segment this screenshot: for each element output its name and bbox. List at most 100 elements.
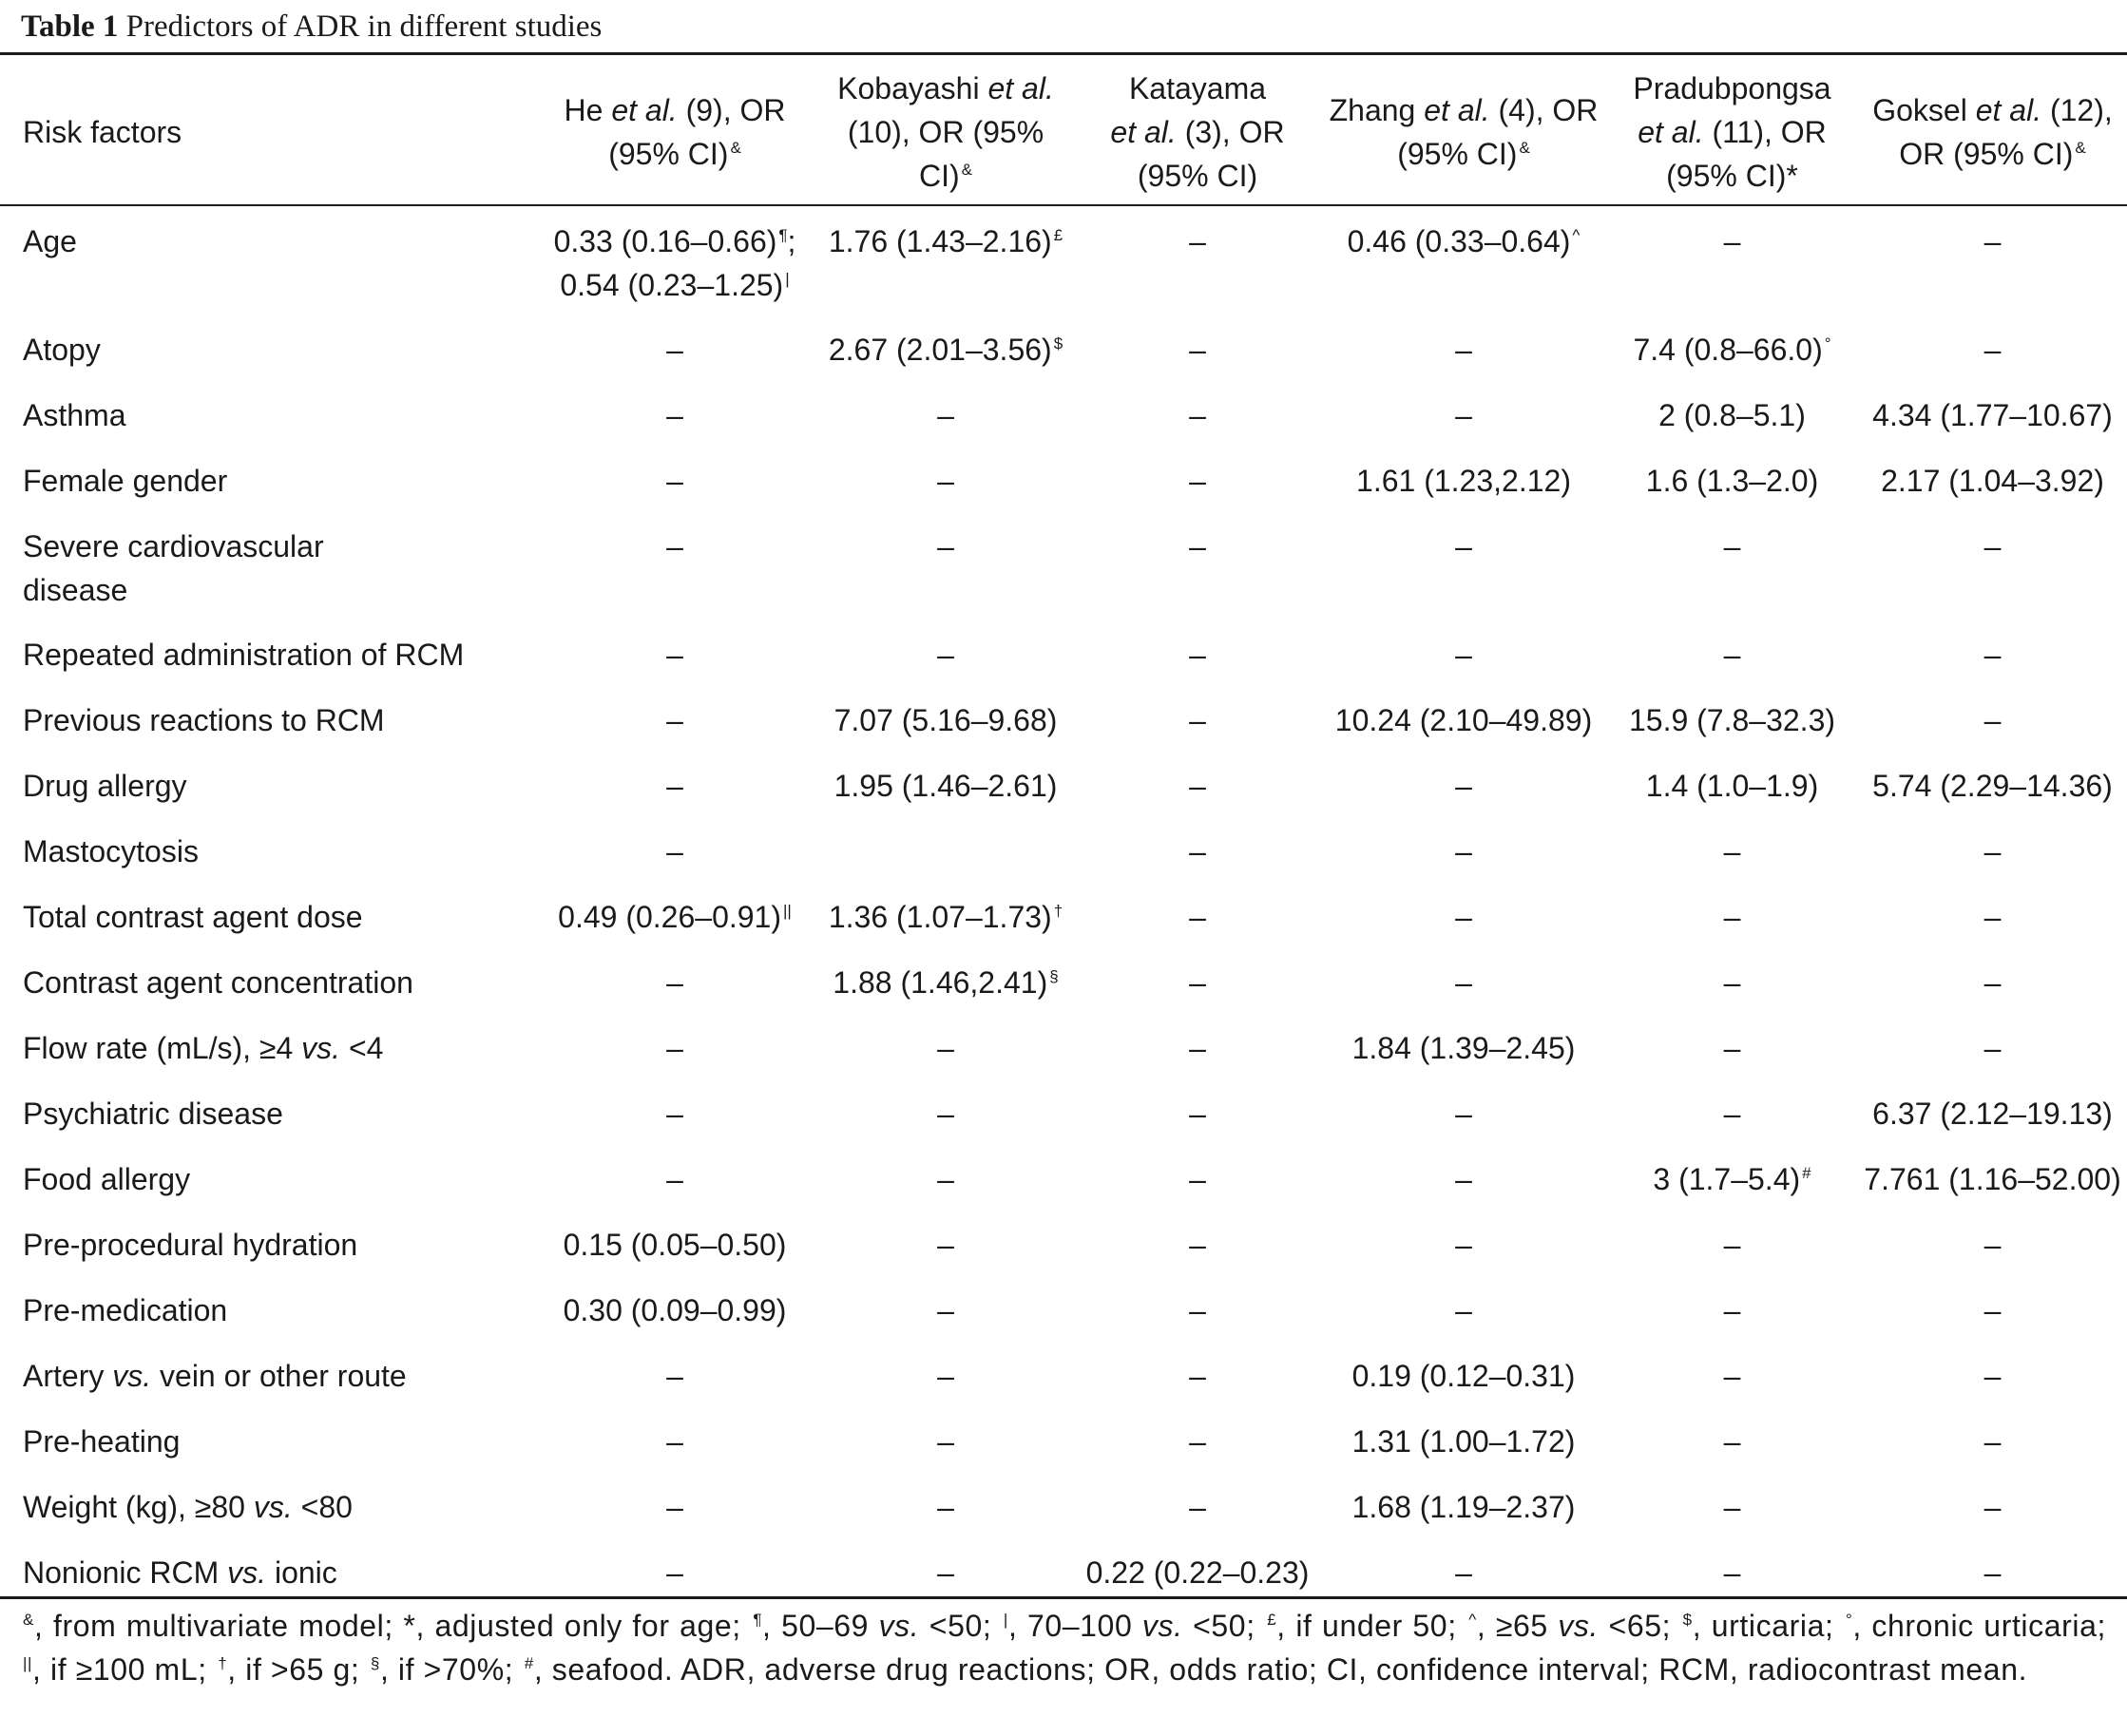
footnote-mark: † bbox=[218, 1654, 228, 1672]
cell-katayama: – bbox=[1189, 965, 1206, 1000]
header-text: et al. bbox=[1638, 114, 1704, 149]
cell-goksel: – bbox=[1983, 1424, 2002, 1459]
header-text: et al. bbox=[987, 70, 1054, 105]
footnote-text: , 70–100 bbox=[1007, 1609, 1142, 1643]
cell-goksel: 4.34 (1.77–10.67) bbox=[1872, 398, 2113, 432]
row-label: Atopy bbox=[23, 333, 101, 367]
cell-goksel: 2.17 (1.04–3.92) bbox=[1881, 464, 2104, 498]
header-text: (9), OR bbox=[677, 92, 786, 127]
table-caption: Table 1 Predictors of ADR in different s… bbox=[21, 8, 602, 46]
footnote-mark: † bbox=[1053, 902, 1064, 920]
footnote-mark: | bbox=[785, 270, 790, 288]
footnote-text: <65; bbox=[1599, 1609, 1681, 1643]
row-label-text: ionic bbox=[266, 1555, 337, 1590]
cell-katayama: – bbox=[1189, 1097, 1206, 1131]
table-header: Risk factors He et al. (9), OR (95% CI) &… bbox=[0, 59, 2127, 219]
cell-zhang: – bbox=[1455, 529, 1472, 563]
cell-he: 0.49 (0.26–0.91) || bbox=[532, 895, 817, 961]
header-text: et al. bbox=[1424, 92, 1490, 127]
row-label-text: <4 bbox=[340, 1031, 384, 1065]
header-text: (95% CI) bbox=[1137, 158, 1258, 193]
cell-katayama: – bbox=[1189, 1424, 1206, 1459]
cell-zhang: – bbox=[1455, 900, 1472, 934]
header-text: (4), OR bbox=[1489, 92, 1599, 127]
cell-katayama: – bbox=[1189, 1293, 1206, 1327]
cell-pradubpongsa: – bbox=[1723, 1228, 1741, 1262]
cell-pradubpongsa: 15.9 (7.8–32.3) bbox=[1628, 703, 1836, 737]
cell-kobayashi: 2.67 (2.01–3.56) $ bbox=[817, 328, 1074, 393]
cell-zhang: 1.84 (1.39–2.45) bbox=[1351, 1031, 1576, 1065]
cell-katayama: – bbox=[1189, 1162, 1206, 1196]
cell-goksel: – bbox=[1983, 333, 2002, 367]
table-title: Predictors of ADR in different studies bbox=[125, 10, 603, 44]
footnote-text: , 50–69 bbox=[762, 1609, 879, 1643]
cell-value: ; bbox=[787, 224, 796, 258]
header-kobayashi: Kobayashi et al. (10), OR (95% CI) & bbox=[817, 59, 1074, 204]
cell-zhang: – bbox=[1455, 834, 1472, 868]
cell-zhang: 0.19 (0.12–0.31) bbox=[1351, 1359, 1576, 1393]
row-label-text: Severe cardiovascular disease bbox=[23, 529, 324, 607]
cell-kobayashi bbox=[817, 830, 1074, 895]
header-text: Katayama bbox=[1128, 70, 1267, 105]
cell-katayama: – bbox=[1189, 224, 1206, 258]
cell-goksel: 6.37 (2.12–19.13) bbox=[1872, 1097, 2113, 1131]
table-row: Mastocytosis – – – – – bbox=[0, 830, 2127, 895]
row-label: Flow rate (mL/s), ≥4 vs. <4 bbox=[0, 1026, 532, 1092]
cell-goksel: – bbox=[1983, 1490, 2002, 1524]
table-row: Psychiatric disease – – – – – 6.37 (2.12… bbox=[0, 1092, 2127, 1157]
cell-he: 0.33 (0.16–0.66) ¶; 0.54 (0.23–1.25) | bbox=[532, 219, 817, 328]
header-text: (11), OR bbox=[1703, 114, 1827, 149]
footnote-mark: & bbox=[23, 1611, 34, 1629]
row-label: Age bbox=[23, 224, 77, 258]
footnote-text: vs. bbox=[1558, 1609, 1600, 1643]
cell-he: – bbox=[666, 1031, 683, 1065]
header-text: (95% CI)* bbox=[1666, 158, 1798, 193]
cell-he: 0.15 (0.05–0.50) bbox=[563, 1228, 787, 1262]
row-label-text: <80 bbox=[292, 1490, 353, 1524]
table-row: Pre-procedural hydration 0.15 (0.05–0.50… bbox=[0, 1223, 2127, 1288]
header-text: (10), OR (95% CI) bbox=[847, 114, 1044, 193]
cell-pradubpongsa: 3 (1.7–5.4) # bbox=[1606, 1157, 1858, 1223]
footnote-mark: ¶ bbox=[778, 226, 788, 244]
cell-pradubpongsa: – bbox=[1723, 834, 1741, 868]
cell-pradubpongsa: – bbox=[1723, 1555, 1741, 1590]
footnote-mark: & bbox=[961, 160, 972, 179]
cell-goksel: 5.74 (2.29–14.36) bbox=[1872, 769, 2113, 803]
footnote-text: , urticaria; bbox=[1692, 1609, 1844, 1643]
row-label: Mastocytosis bbox=[23, 834, 199, 868]
footnote-text: , if ≥100 mL; bbox=[32, 1652, 217, 1687]
cell-goksel: – bbox=[1983, 638, 2002, 672]
cell-goksel: – bbox=[1983, 900, 2002, 934]
table-row: Nonionic RCM vs. ionic – – 0.22 (0.22–0.… bbox=[0, 1551, 2127, 1616]
cell-goksel: – bbox=[1983, 1359, 2002, 1393]
table-row: Weight (kg), ≥80 vs. <80 – – – 1.68 (1.1… bbox=[0, 1485, 2127, 1551]
cell-pradubpongsa: – bbox=[1723, 1424, 1741, 1459]
cell-zhang: 1.61 (1.23,2.12) bbox=[1356, 464, 1571, 498]
row-label: Contrast agent concentration bbox=[23, 965, 413, 1000]
table-row: Age 0.33 (0.16–0.66) ¶; 0.54 (0.23–1.25) |… bbox=[0, 219, 2127, 328]
cell-he: – bbox=[666, 1359, 683, 1393]
table-row: Asthma – – – – 2 (0.8–5.1) 4.34 (1.77–10… bbox=[0, 393, 2127, 459]
cell-kobayashi: – bbox=[937, 1228, 954, 1262]
row-label: Previous reactions to RCM bbox=[23, 703, 385, 737]
footnote-mark: $ bbox=[1682, 1611, 1693, 1629]
cell-pradubpongsa: – bbox=[1723, 1359, 1741, 1393]
cell-katayama: – bbox=[1189, 333, 1206, 367]
cell-kobayashi: – bbox=[937, 398, 954, 432]
cell-kobayashi: 7.07 (5.16–9.68) bbox=[834, 703, 1058, 737]
row-label: Total contrast agent dose bbox=[23, 900, 363, 934]
footnote-mark: # bbox=[524, 1654, 534, 1672]
cell-he: – bbox=[666, 1424, 683, 1459]
cell-kobayashi: – bbox=[937, 1555, 954, 1590]
row-label-text: Weight (kg), ≥80 bbox=[23, 1490, 254, 1524]
table-row: Food allergy – – – – 3 (1.7–5.4) # 7.761 … bbox=[0, 1157, 2127, 1223]
cell-pradubpongsa: – bbox=[1723, 1293, 1741, 1327]
row-label: Repeated administration of RCM bbox=[23, 638, 465, 672]
footnote-text: , if >70%; bbox=[379, 1652, 523, 1687]
table-footnote: &, from multivariate model; *, adjusted … bbox=[21, 1604, 2106, 1691]
cell-kobayashi: – bbox=[937, 1490, 954, 1524]
cell-zhang: 0.46 (0.33–0.64) ^ bbox=[1321, 219, 1606, 328]
header-pradubpongsa: Pradubpongsa et al. (11), OR (95% CI)* bbox=[1606, 59, 1858, 204]
cell-katayama: – bbox=[1189, 1031, 1206, 1065]
header-text: (3), OR bbox=[1176, 114, 1285, 149]
